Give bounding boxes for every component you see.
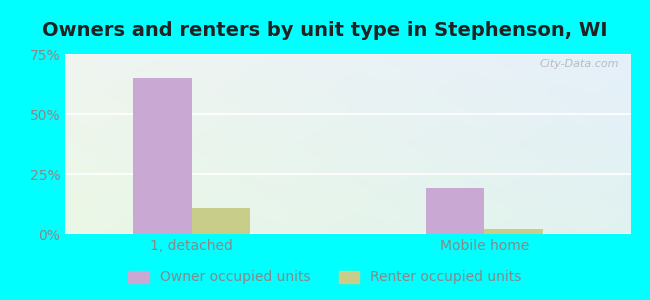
Text: Owners and renters by unit type in Stephenson, WI: Owners and renters by unit type in Steph…: [42, 21, 608, 40]
Bar: [133, 78, 192, 234]
Bar: [192, 208, 250, 234]
Bar: [426, 188, 484, 234]
Bar: [484, 229, 543, 234]
Legend: Owner occupied units, Renter occupied units: Owner occupied units, Renter occupied un…: [123, 265, 527, 290]
Text: City-Data.com: City-Data.com: [540, 59, 619, 69]
